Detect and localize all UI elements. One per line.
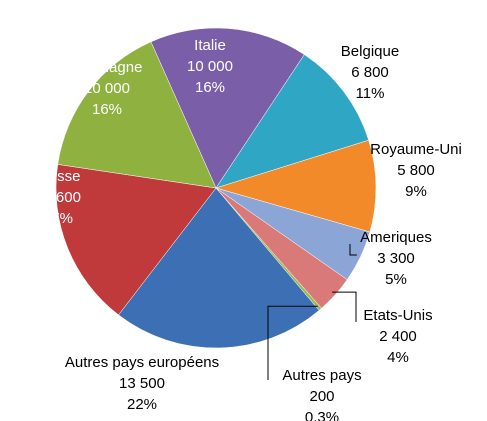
leader-line	[349, 244, 357, 256]
leader-line	[332, 291, 357, 322]
slice-label: Etats-Unis	[363, 307, 432, 324]
value-label: 5 800	[397, 162, 435, 179]
pie-slice	[215, 54, 370, 189]
percent-label: 22%	[127, 396, 157, 413]
percent-label: 17%	[43, 210, 73, 227]
value-label: 10 600	[35, 189, 81, 206]
slice-label: Autres pays européens	[65, 354, 219, 371]
value-label: 3 300	[377, 250, 415, 267]
percent-label: 5%	[385, 271, 407, 288]
percent-label: 0.3%	[305, 409, 339, 421]
pie-slice	[118, 187, 320, 349]
percent-label: 9%	[405, 183, 427, 200]
value-label: 10 000	[84, 80, 130, 97]
slice-label: Suisse	[35, 168, 80, 185]
value-label: 10 000	[187, 58, 233, 75]
percent-label: 16%	[195, 79, 225, 96]
value-label: 6 800	[351, 64, 389, 81]
percent-label: 11%	[356, 85, 385, 102]
slice-label: Italie	[194, 37, 226, 54]
percent-label: 16%	[92, 101, 122, 118]
slice-label: Belgique	[341, 43, 399, 60]
pie-slice	[55, 164, 217, 316]
slice-label: Ameriques	[360, 229, 432, 246]
value-label: 13 500	[119, 375, 165, 392]
percent-label: 4%	[387, 349, 409, 366]
value-label: 2 400	[379, 328, 417, 345]
slice-label: Autres pays	[282, 367, 361, 384]
value-label: 200	[309, 388, 334, 405]
slice-label: Allemagne	[72, 59, 143, 76]
pie-slice	[150, 27, 305, 189]
pie-slice	[215, 139, 377, 233]
leader-line	[267, 305, 318, 380]
pie-slice	[57, 41, 217, 189]
slice-label: Royaume-Uni	[370, 141, 462, 158]
